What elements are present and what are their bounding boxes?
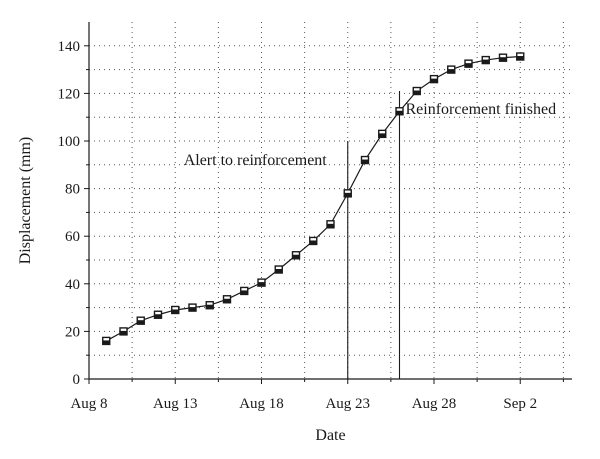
- data-point-fill: [447, 69, 455, 74]
- series-layer: [105, 55, 521, 342]
- data-point: [447, 65, 456, 74]
- data-point: [153, 310, 163, 319]
- markers-layer: [102, 52, 525, 346]
- y-tick-label: 120: [58, 86, 81, 102]
- data-point: [240, 286, 249, 296]
- data-point-fill: [120, 330, 127, 335]
- x-axis-title: Date: [315, 427, 345, 444]
- y-tick-label: 0: [73, 372, 81, 388]
- y-axis-title: Displacement (mm): [17, 137, 34, 265]
- y-tick-label: 60: [65, 229, 80, 245]
- data-point-fill: [206, 304, 214, 309]
- data-point-fill: [344, 192, 352, 197]
- data-point: [429, 74, 439, 84]
- data-point-fill: [430, 78, 438, 83]
- data-point: [464, 59, 473, 68]
- data-point: [102, 336, 111, 346]
- data-point-fill: [465, 63, 472, 68]
- data-point: [309, 236, 318, 246]
- data-point-fill: [258, 282, 265, 287]
- data-point-fill: [102, 340, 110, 345]
- data-point-fill: [154, 314, 162, 319]
- x-tick-label: Aug 18: [239, 396, 284, 412]
- data-point-fill: [361, 159, 369, 164]
- data-point: [205, 301, 214, 310]
- x-tick-label: Aug 13: [153, 396, 198, 412]
- data-point: [395, 107, 404, 116]
- x-tick-label: Aug 28: [412, 396, 457, 412]
- data-point-fill: [275, 269, 283, 274]
- y-tick-label: 100: [58, 134, 81, 150]
- data-point-fill: [413, 90, 421, 95]
- data-point: [222, 295, 232, 304]
- annotation-label: Reinforcement finished: [406, 101, 557, 118]
- data-point: [378, 129, 387, 139]
- data-point: [360, 155, 370, 165]
- data-point-fill: [516, 56, 524, 61]
- x-tick-label: Sep 2: [503, 396, 537, 412]
- x-tick-label: Aug 8: [70, 396, 107, 412]
- x-tick-group: Aug 8 Aug 13 Aug 18 Aug 23 Aug 28 Sep 2: [70, 379, 564, 412]
- data-point-fill: [223, 298, 231, 303]
- annotation-layer: Alert to reinforcement Reinforcement fini…: [184, 91, 556, 379]
- data-point: [343, 189, 352, 198]
- series-line: [105, 55, 521, 342]
- data-point-fill: [292, 254, 300, 259]
- y-tick-label: 140: [58, 39, 81, 55]
- y-tick-label: 20: [65, 324, 80, 340]
- data-point: [119, 327, 128, 336]
- data-point: [291, 251, 301, 260]
- data-point: [516, 52, 525, 61]
- data-point-fill: [327, 223, 334, 228]
- data-point-fill: [482, 59, 490, 64]
- data-point: [136, 316, 145, 325]
- annotation-label: Alert to reinforcement: [184, 152, 328, 169]
- data-point: [274, 265, 283, 274]
- data-point-fill: [137, 320, 145, 325]
- data-point-fill: [309, 240, 317, 245]
- x-tick-label: Aug 23: [325, 396, 370, 412]
- y-tick-label: 40: [65, 277, 80, 293]
- data-point: [188, 303, 197, 312]
- y-tick-label: 80: [65, 182, 80, 198]
- axes-layer: [88, 22, 572, 380]
- data-point: [481, 55, 490, 65]
- data-point-fill: [189, 307, 196, 312]
- data-point: [257, 278, 266, 287]
- data-point-fill: [240, 290, 248, 295]
- y-tick-group: 0 20 40 60 80 100 120 140: [58, 39, 89, 388]
- data-point: [498, 53, 508, 62]
- data-point-fill: [499, 57, 507, 62]
- data-point-fill: [171, 309, 179, 314]
- data-point: [412, 86, 421, 96]
- grid-layer: [89, 22, 572, 379]
- data-point-fill: [396, 110, 403, 115]
- data-point: [326, 220, 335, 229]
- data-point-fill: [378, 133, 386, 138]
- data-point: [171, 305, 180, 315]
